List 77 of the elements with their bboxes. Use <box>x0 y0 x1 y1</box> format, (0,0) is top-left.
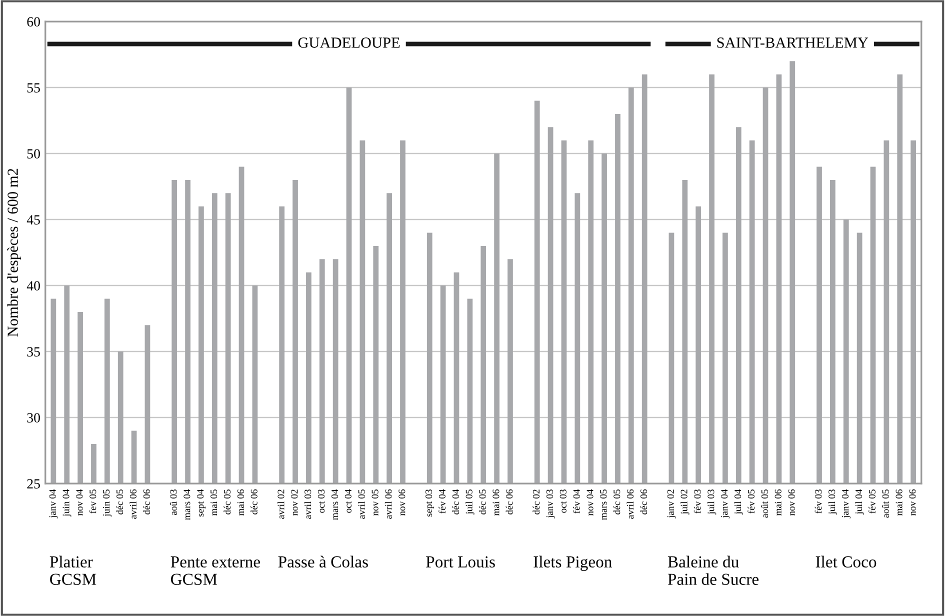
x-tick-label: juil 05 <box>466 489 474 515</box>
x-tick-label: oct 03 <box>318 489 325 513</box>
x-tick-label: sept 03 <box>425 489 434 517</box>
x-tick-label: mai 06 <box>237 489 244 516</box>
x-tick-label: déc 04 <box>452 489 459 514</box>
x-tick-label: avril 06 <box>384 489 392 519</box>
x-tick-label: juil 04 <box>734 489 744 515</box>
y-tick-label: 45 <box>26 215 40 225</box>
x-tick-label: déc 06 <box>640 489 648 514</box>
x-tick-label: janv 04 <box>842 489 851 518</box>
text: Pente externe GCSM <box>170 556 260 585</box>
annotation: GUADELOUPE <box>298 38 400 48</box>
x-tick-label: janv 02 <box>667 490 676 518</box>
x-tick-label: fév 04 <box>438 489 446 514</box>
x-tick-label: mai 05 <box>210 489 218 516</box>
x-tick-label: déc 05 <box>478 489 486 514</box>
x-tick-label: juin 05 <box>103 489 112 517</box>
x-tick-label: déc 02 <box>532 490 540 514</box>
x-tick-label: juil 03 <box>707 489 716 515</box>
x-tick-label: nov 05 <box>372 489 378 516</box>
text: Baleine du Pain de Sucre <box>668 556 759 585</box>
x-tick-label: juil 03 <box>828 489 838 515</box>
y-tick-label: 50 <box>27 149 40 159</box>
x-tick-label: nov 04 <box>586 489 594 516</box>
x-tick-label: avril 03 <box>304 489 312 519</box>
x-tick-label: juil 04 <box>855 489 864 515</box>
x-tick-label: avril 05 <box>358 489 365 519</box>
x-tick-label: fév 03 <box>694 489 701 514</box>
x-tick-label: mai 06 <box>896 489 902 516</box>
x-tick-label: avril 06 <box>130 489 136 519</box>
x-tick-label: juil 02 <box>680 490 690 515</box>
x-tick-label: janv 04 <box>49 489 58 518</box>
x-tick-label: fév 05 <box>868 489 876 514</box>
x-tick-label: nov 06 <box>398 489 406 516</box>
x-tick-label: nov 04 <box>76 489 83 516</box>
y-tick-label: 35 <box>27 347 40 357</box>
x-tick-label: déc 05 <box>116 489 124 514</box>
annotation: SAINT-BARTHELEMY <box>717 38 868 48</box>
x-tick-label: oct 03 <box>560 489 566 513</box>
text: Platier GCSM <box>50 556 96 585</box>
x-tick-label: avril 06 <box>626 489 634 519</box>
x-tick-label: nov 06 <box>788 489 795 516</box>
text: Passe à Colas <box>278 556 368 568</box>
y-tick-label: 60 <box>27 17 40 27</box>
x-tick-label: sept 04 <box>197 489 206 517</box>
text: Ilets Pigeon <box>534 556 612 571</box>
x-tick-label: juin 04 <box>62 489 72 517</box>
y-tick-label: 25 <box>27 479 40 489</box>
x-tick-label: mai 06 <box>774 489 782 516</box>
y-tick-label: 30 <box>27 413 40 423</box>
text: Port Louis <box>426 556 495 568</box>
y-tick-label: 40 <box>26 281 40 291</box>
x-tick-label: août 05 <box>761 489 768 518</box>
x-tick-label: fév 03 <box>814 489 822 514</box>
x-tick-label: aoû 03 <box>170 489 177 515</box>
x-tick-label: déc 06 <box>506 489 513 514</box>
x-tick-label: avril 02 <box>277 490 284 519</box>
x-tick-label: nov 06 <box>909 489 916 516</box>
x-tick-label: oct 04 <box>344 489 352 513</box>
x-tick-label: nov 02 <box>291 490 298 516</box>
x-tick-label: mars 04 <box>184 489 190 520</box>
x-tick-label: fev 05 <box>89 489 96 514</box>
x-tick-label: déc 05 <box>613 489 620 514</box>
x-tick-label: mars 05 <box>600 489 607 520</box>
x-tick-label: mai 06 <box>492 489 500 516</box>
y-tick-label: 55 <box>27 83 40 93</box>
x-tick-label: déc 06 <box>250 489 258 514</box>
x-tick-label: déc 05 <box>224 489 231 514</box>
x-tick-label: août 05 <box>882 489 889 518</box>
text: Ilet Coco <box>816 556 876 568</box>
x-tick-label: janv 03 <box>546 489 555 518</box>
x-tick-label: déc 06 <box>143 489 150 514</box>
x-tick-label: fév 04 <box>572 489 580 514</box>
x-tick-label: janv 04 <box>721 489 730 518</box>
y-axis-title: Nombre d'espèces / 600 m2 <box>7 168 22 337</box>
x-tick-label: fév 05 <box>748 489 755 514</box>
x-tick-label: mars 04 <box>331 489 338 520</box>
